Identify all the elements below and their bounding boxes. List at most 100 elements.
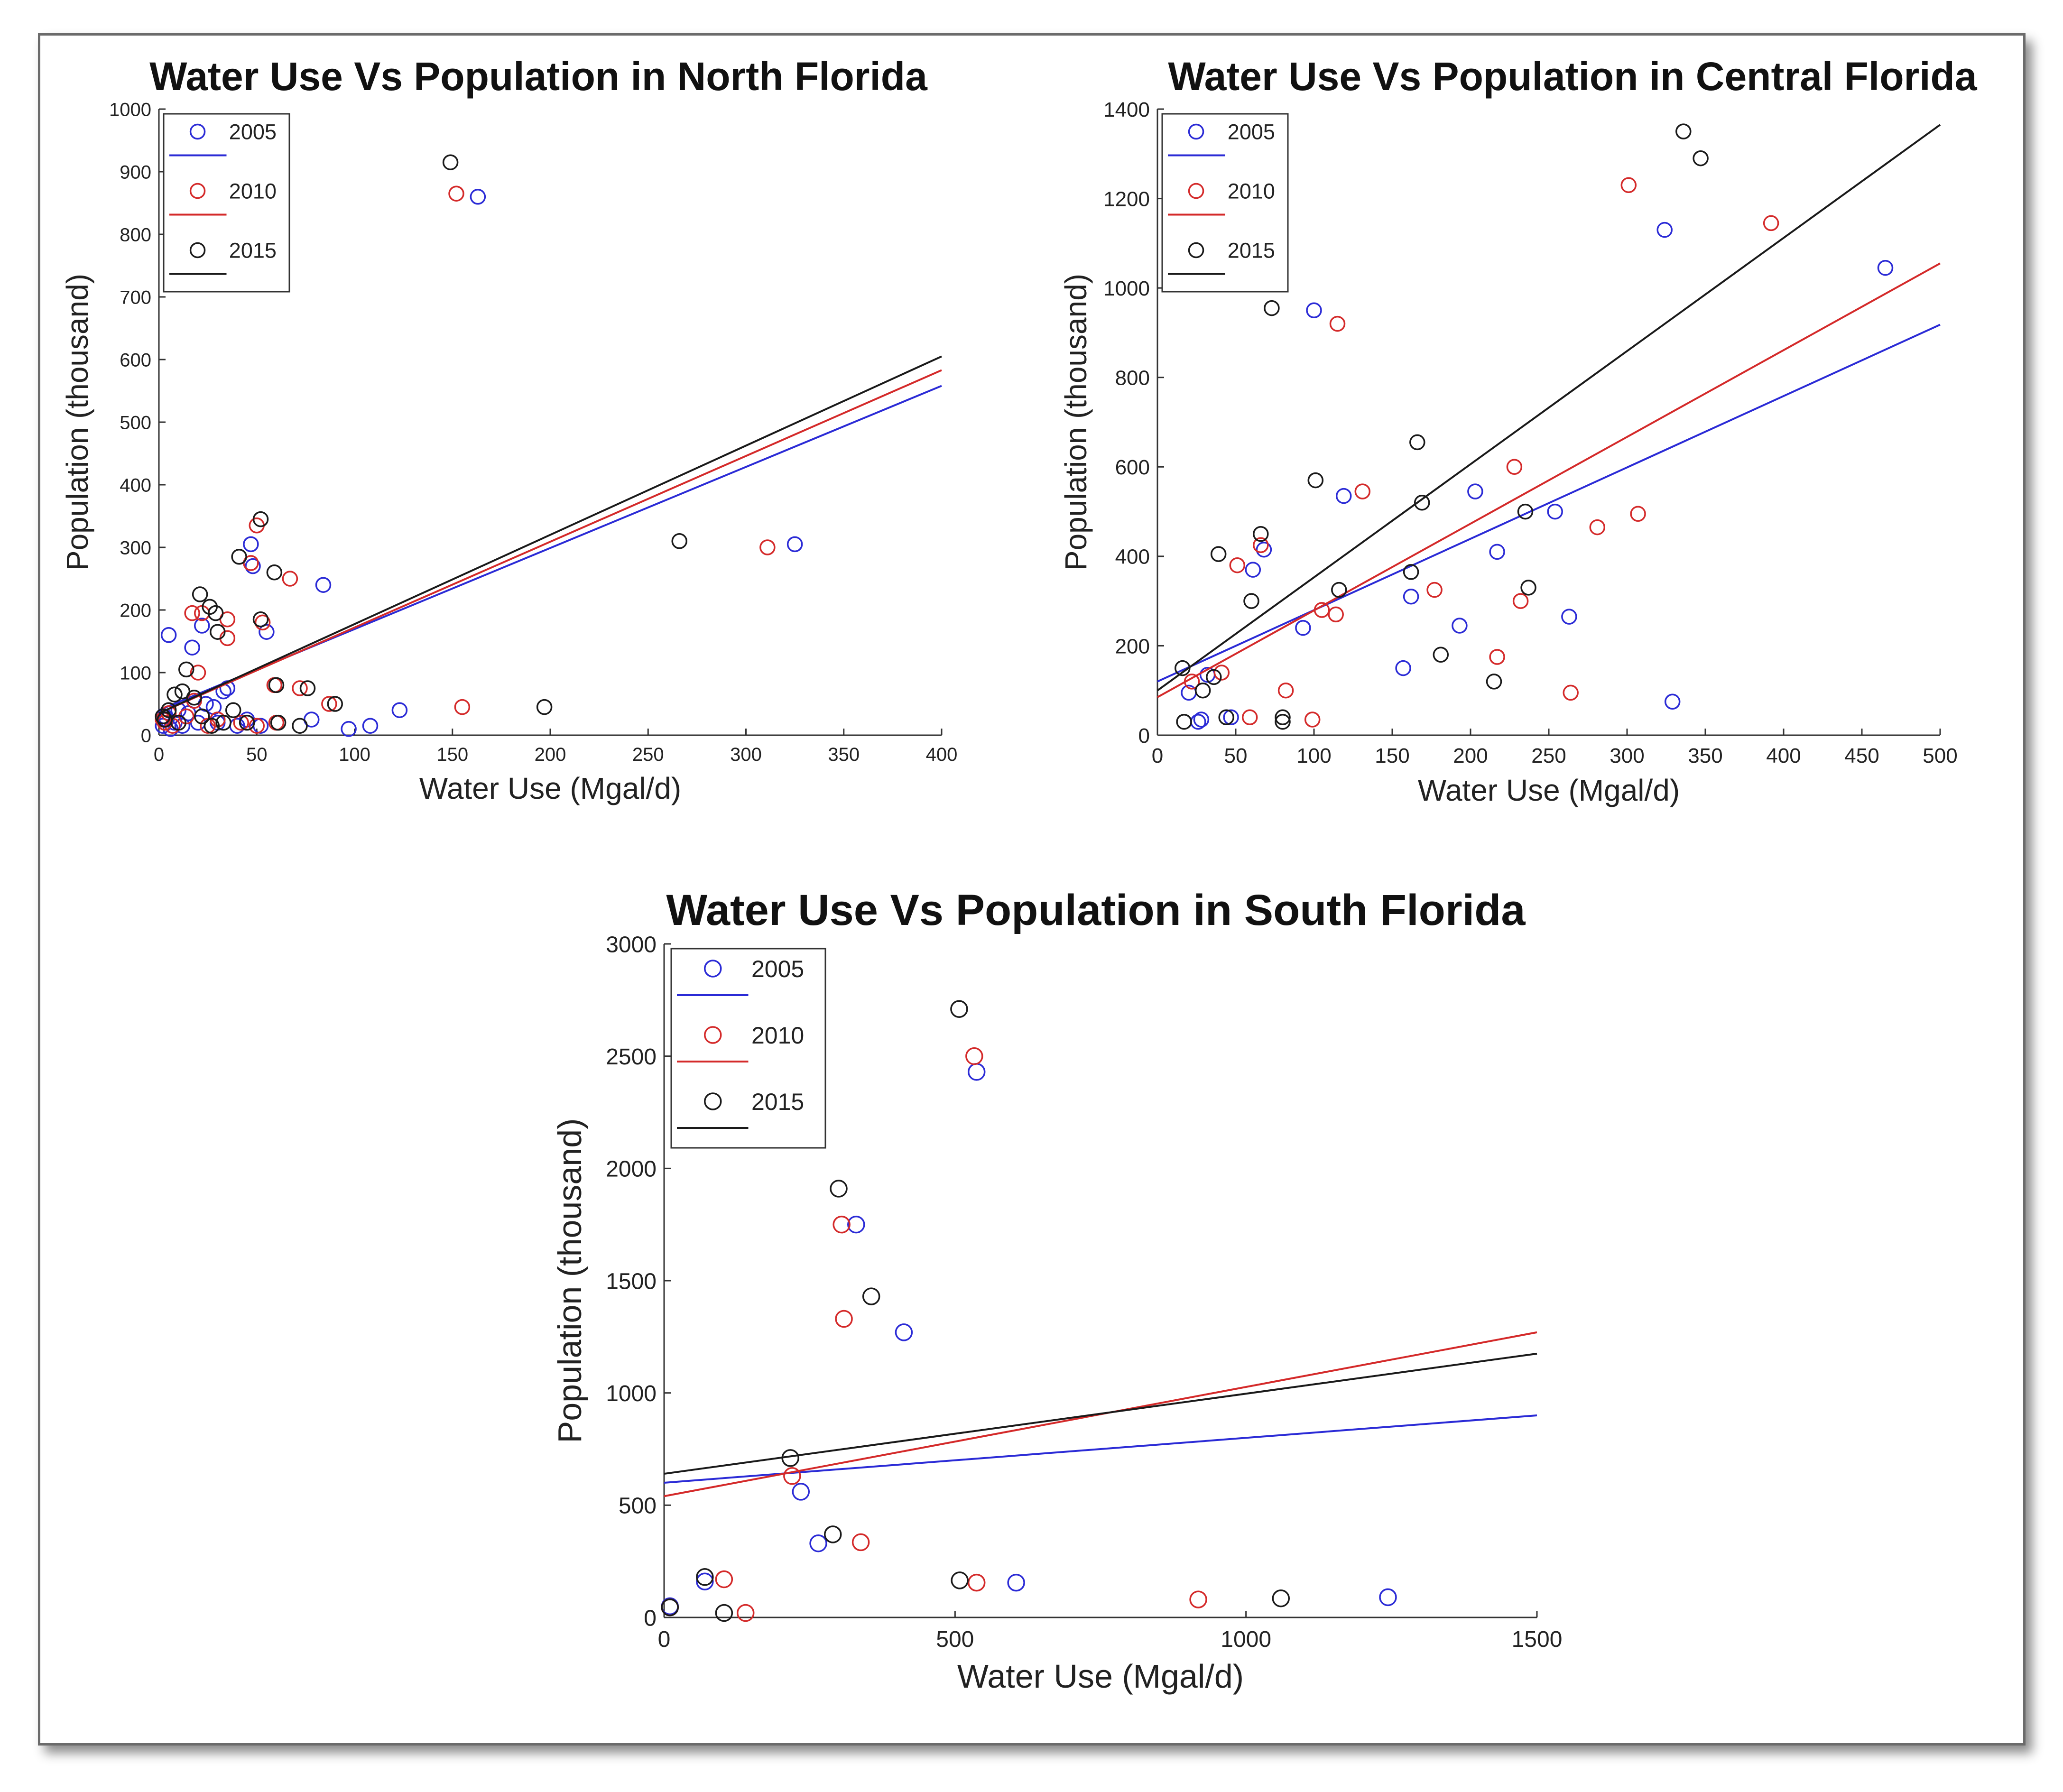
y-tick-label: 200 xyxy=(1115,635,1150,658)
data-point-2015 xyxy=(1253,526,1269,542)
y-tick-label: 100 xyxy=(120,663,151,684)
data-point-2005 xyxy=(1877,259,1894,276)
data-point-2005 xyxy=(341,721,357,737)
data-point-2010 xyxy=(1213,665,1230,681)
data-point-2010 xyxy=(1563,684,1579,701)
data-point-2015 xyxy=(1331,582,1347,598)
data-point-2010 xyxy=(1620,177,1637,194)
legend-label-2015: 2015 xyxy=(229,239,277,263)
data-point-2005 xyxy=(470,189,486,205)
x-tick-label: 0 xyxy=(658,1627,671,1652)
data-point-2005 xyxy=(1467,483,1483,499)
legend-label-2005: 2005 xyxy=(1228,120,1275,144)
data-point-2015 xyxy=(155,708,171,725)
x-tick-label: 150 xyxy=(436,744,468,765)
data-point-2015 xyxy=(207,605,224,621)
data-point-2005 xyxy=(160,627,177,643)
data-point-2005 xyxy=(184,639,200,656)
fit-line-2010 xyxy=(1157,262,1941,698)
legend-marker-2005 xyxy=(189,123,206,140)
y-tick-label: 800 xyxy=(120,224,151,245)
data-point-2015 xyxy=(1693,150,1709,166)
data-point-2010 xyxy=(1241,709,1258,726)
data-point-2005 xyxy=(696,1572,714,1591)
data-point-2010 xyxy=(454,699,471,715)
data-point-2010 xyxy=(1589,519,1606,536)
series-2005 xyxy=(1157,222,1941,730)
figure-canvas: Water Use Vs Population in North Florida… xyxy=(60,54,1978,1695)
y-axis-label: Population (thousand) xyxy=(1059,274,1093,571)
data-point-2015 xyxy=(442,154,459,170)
data-point-2005 xyxy=(1245,562,1261,578)
data-point-2005 xyxy=(155,718,171,734)
data-point-2010 xyxy=(1354,483,1371,499)
data-point-2015 xyxy=(1403,564,1419,580)
fit-line-2005 xyxy=(664,1414,1537,1484)
legend: 2005 2010 2015 xyxy=(670,948,826,1149)
data-point-2015 xyxy=(299,680,316,696)
series-2015 xyxy=(661,1000,1537,1622)
data-point-2015 xyxy=(266,564,283,581)
x-tick-label: 300 xyxy=(730,744,762,765)
data-point-2015 xyxy=(696,1568,714,1586)
data-point-2005 xyxy=(1007,1573,1025,1592)
chart-title: Water Use Vs Population in North Florida xyxy=(149,54,928,99)
data-point-2015 xyxy=(715,1604,733,1622)
x-axis-label: Water Use (Mgal/d) xyxy=(957,1658,1244,1695)
y-tick-label: 500 xyxy=(120,412,151,433)
data-point-2015 xyxy=(268,677,285,693)
y-tick-label: 200 xyxy=(120,600,151,621)
x-tick-label: 400 xyxy=(926,744,958,765)
data-point-2010 xyxy=(321,696,337,712)
data-point-2015 xyxy=(830,1180,848,1198)
x-tick-label: 50 xyxy=(246,744,268,765)
chart-south: Water Use Vs Population in South Florida… xyxy=(551,886,1562,1695)
x-tick-label: 0 xyxy=(1152,744,1163,767)
x-tick-label: 300 xyxy=(1610,744,1644,767)
fit-line-2015 xyxy=(664,1352,1537,1475)
y-axis-label: Population (thousand) xyxy=(551,1118,588,1443)
y-tick-label: 2500 xyxy=(606,1044,657,1070)
data-point-2005 xyxy=(1256,541,1272,558)
data-point-2010 xyxy=(851,1533,870,1552)
fit-line-2015 xyxy=(158,355,942,714)
data-point-2010 xyxy=(1328,606,1344,623)
legend: 2005 2010 2015 xyxy=(163,113,290,293)
data-point-2005 xyxy=(1547,503,1563,520)
y-tick-label: 3000 xyxy=(606,932,657,957)
y-tick-label: 0 xyxy=(644,1606,657,1631)
legend-label-2010: 2010 xyxy=(1228,179,1275,203)
x-tick-label: 200 xyxy=(1453,744,1488,767)
chart-north: Water Use Vs Population in North Florida… xyxy=(60,54,957,805)
data-point-2005 xyxy=(194,618,210,634)
data-point-2015 xyxy=(1414,494,1430,511)
data-point-2015 xyxy=(194,708,210,725)
data-point-2010 xyxy=(1489,649,1505,665)
y-tick-label: 800 xyxy=(1115,367,1150,390)
legend-label-2010: 2010 xyxy=(229,179,277,203)
data-point-2005 xyxy=(245,558,261,574)
data-point-2010 xyxy=(184,605,200,621)
y-tick-label: 1200 xyxy=(1103,187,1150,211)
legend-box xyxy=(670,948,826,1149)
legend-marker-2010 xyxy=(189,183,206,199)
x-axis-label: Water Use (Mgal/d) xyxy=(1418,773,1680,807)
data-point-2005 xyxy=(1395,660,1411,676)
data-point-2005 xyxy=(315,577,332,593)
data-point-2015 xyxy=(661,1598,679,1616)
data-point-2005 xyxy=(174,718,191,734)
data-point-2015 xyxy=(252,611,269,628)
y-tick-label: 1400 xyxy=(1103,98,1150,121)
data-point-2010 xyxy=(1763,215,1779,231)
data-point-2010 xyxy=(448,185,464,202)
x-tick-label: 400 xyxy=(1766,744,1801,767)
data-point-2015 xyxy=(1272,1589,1290,1607)
data-point-2015 xyxy=(1409,434,1425,451)
y-tick-label: 0 xyxy=(141,725,151,746)
data-point-2015 xyxy=(215,714,231,731)
data-point-2005 xyxy=(895,1323,913,1341)
data-point-2010 xyxy=(1253,537,1269,554)
data-point-2015 xyxy=(1218,709,1234,726)
fit-line-2015 xyxy=(1156,124,1941,692)
data-point-2015 xyxy=(167,686,183,702)
